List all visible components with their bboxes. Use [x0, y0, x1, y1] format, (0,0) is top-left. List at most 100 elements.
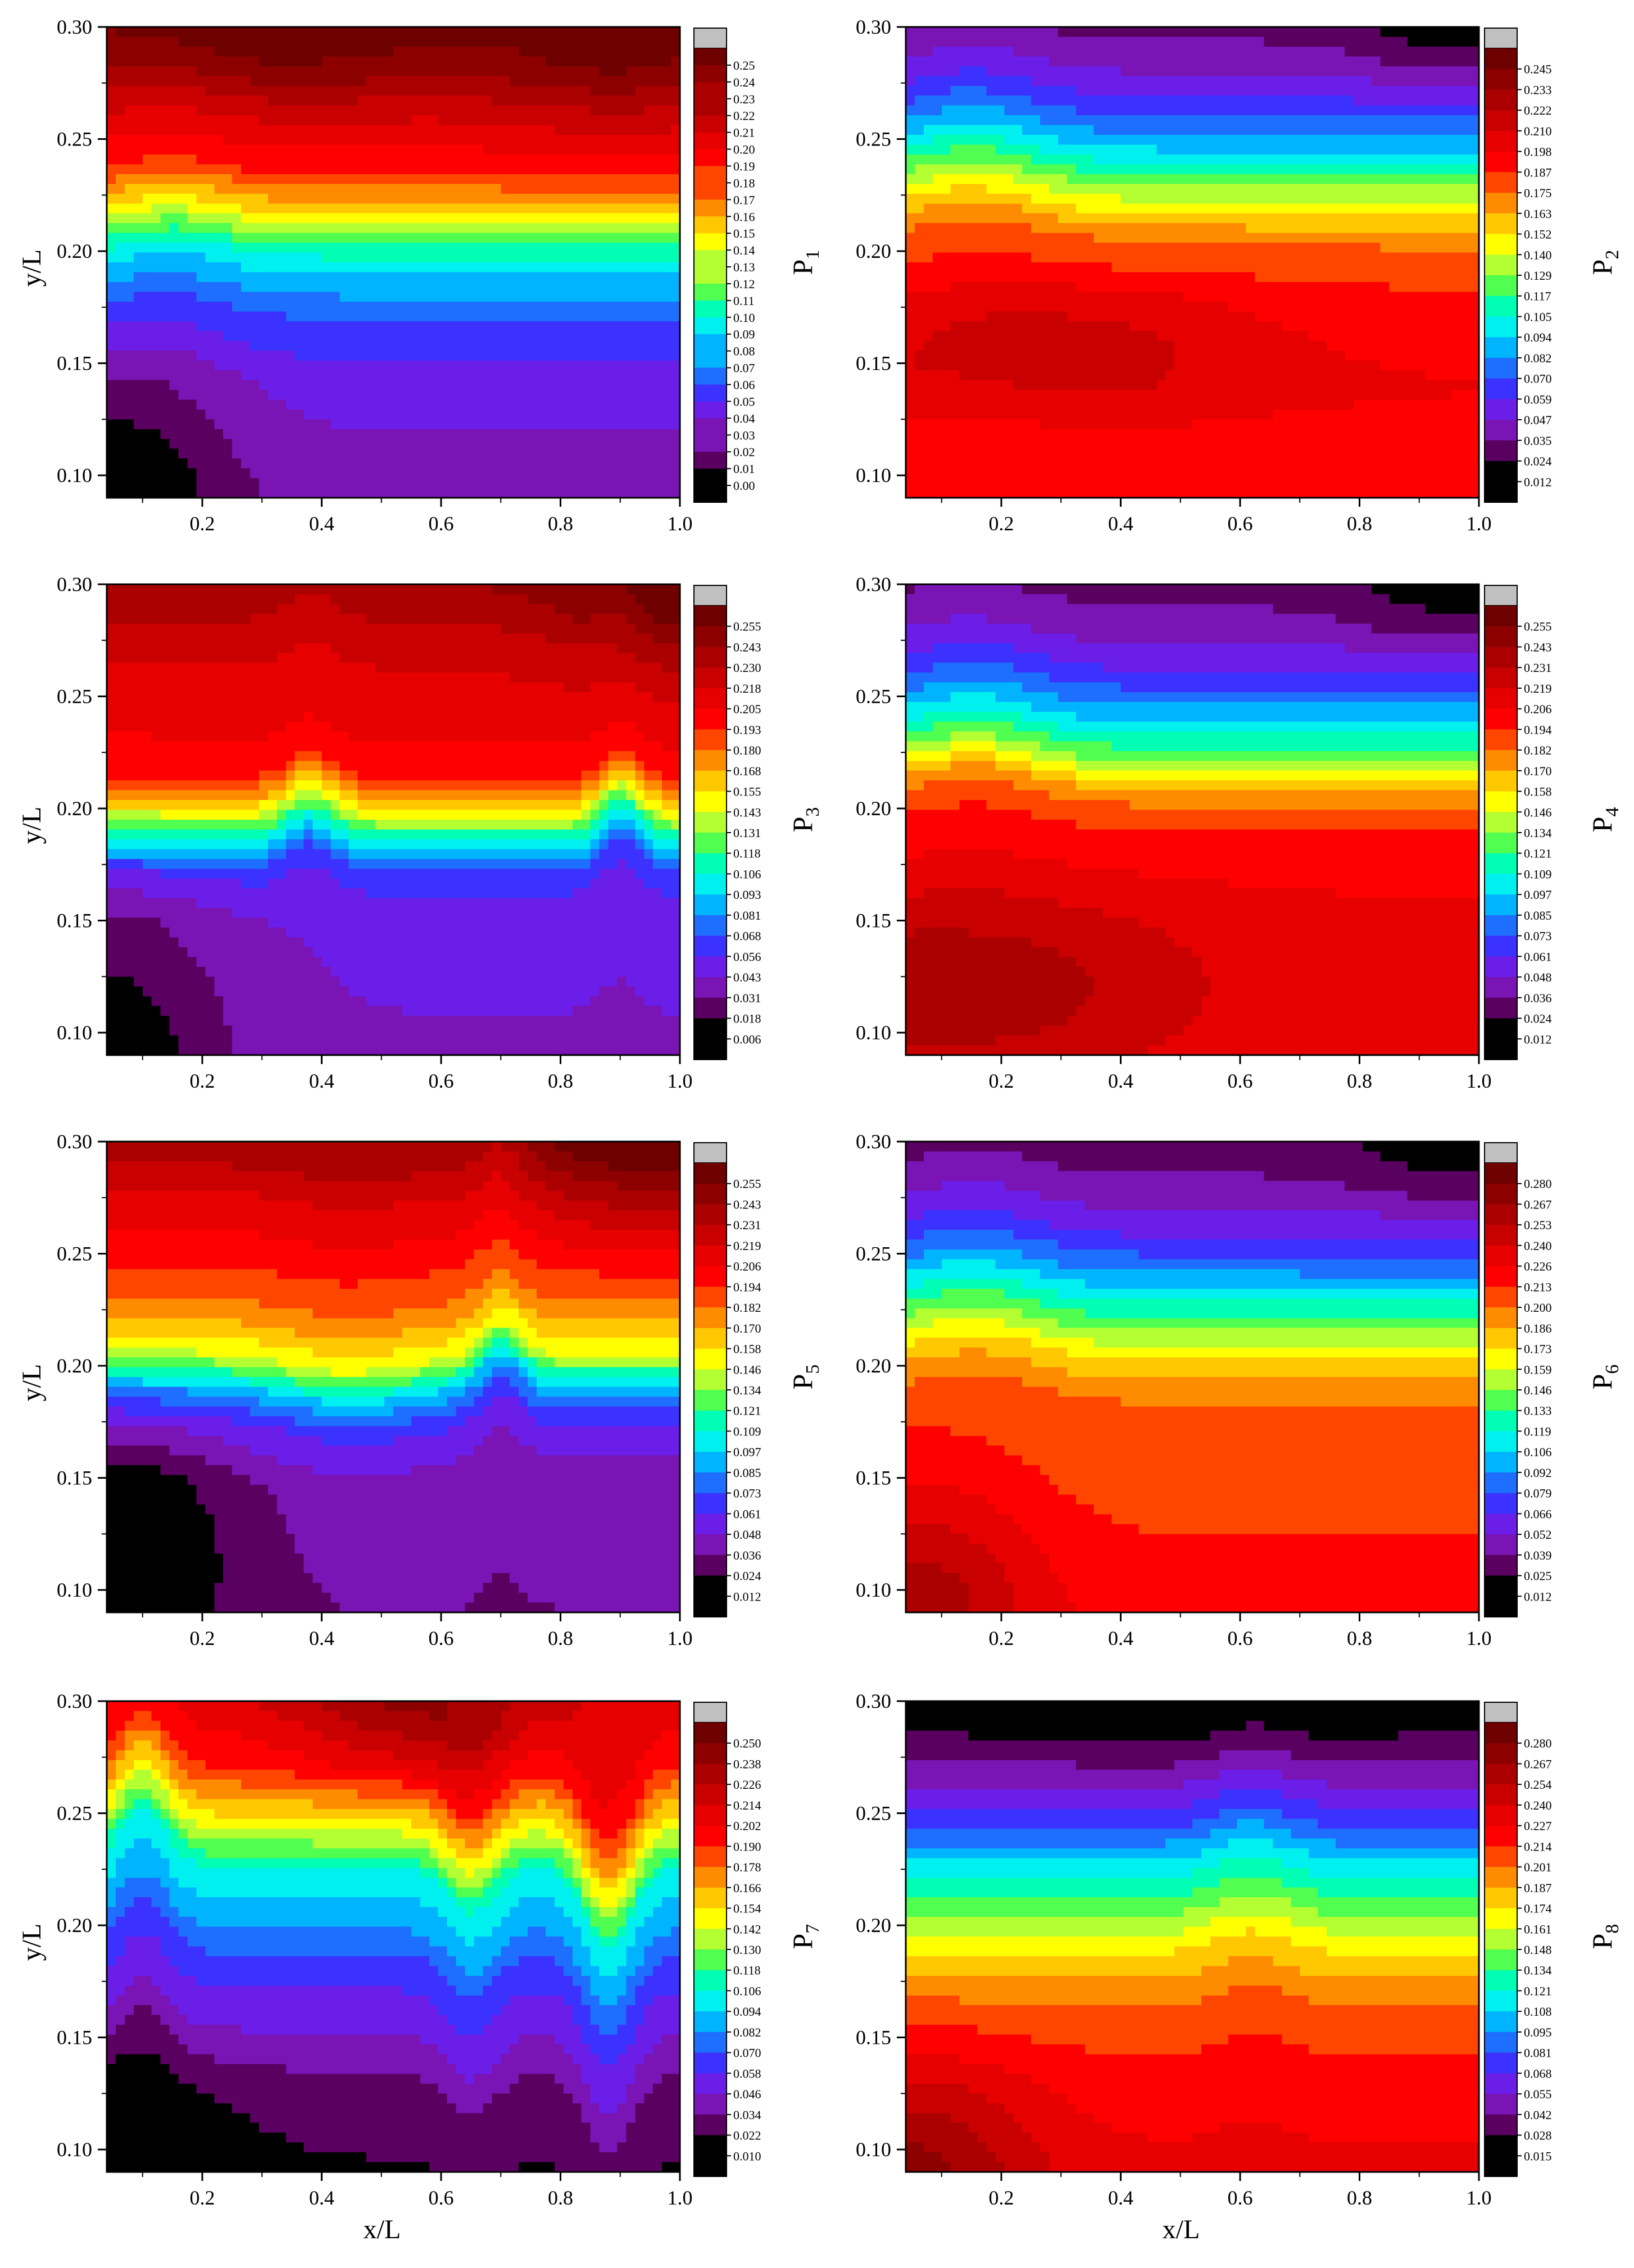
contour-cell: [357, 253, 367, 263]
contour-cell: [1228, 478, 1238, 488]
contour-cell: [1228, 469, 1238, 479]
contour-cell: [555, 154, 564, 165]
contour-cell: [1022, 106, 1032, 116]
contour-cell: [295, 203, 305, 213]
contour-cell: [223, 115, 233, 125]
contour-cell: [161, 390, 170, 400]
contour-cell: [626, 429, 636, 439]
contour-cell: [286, 399, 296, 410]
contour-cell: [1103, 449, 1113, 459]
contour-cell: [528, 419, 537, 429]
contour-cell: [304, 439, 314, 449]
contour-cell: [465, 410, 475, 420]
contour-cell: [313, 399, 323, 410]
contour-cell: [411, 203, 421, 213]
contour-cell: [960, 184, 969, 194]
contour-cell: [483, 331, 492, 341]
contour-cell: [250, 66, 260, 76]
contour-cell: [483, 194, 492, 204]
contour-cell: [644, 390, 653, 400]
contour-cell: [626, 203, 636, 213]
contour-cell: [420, 419, 430, 429]
contour-cell: [969, 76, 978, 86]
contour-cell: [1112, 449, 1122, 459]
contour-cell: [214, 262, 224, 272]
contour-cell: [1121, 56, 1131, 66]
contour-cell: [978, 253, 987, 263]
contour-cell: [924, 390, 933, 400]
contour-cell: [1031, 106, 1041, 116]
contour-cell: [671, 321, 680, 331]
contour-cell: [465, 488, 475, 498]
contour-cell: [942, 233, 951, 243]
contour-cell: [960, 272, 969, 282]
contour-cell: [232, 370, 242, 380]
contour-cell: [1103, 27, 1113, 37]
contour-cell: [978, 469, 987, 479]
contour-cell: [1210, 213, 1220, 224]
contour-cell: [322, 469, 332, 479]
contour-cell: [420, 154, 430, 165]
contour-cell: [537, 125, 546, 135]
contour-cell: [304, 76, 314, 86]
contour-cell: [214, 253, 224, 263]
contour-cell: [429, 419, 439, 429]
contour-cell: [179, 194, 188, 204]
contour-cell: [1094, 262, 1104, 272]
contour-cell: [653, 194, 662, 204]
contour-cell: [474, 478, 483, 488]
contour-cell: [501, 37, 510, 47]
contour-cell: [196, 174, 206, 184]
contour-cell: [617, 56, 627, 66]
contour-cell: [635, 145, 644, 155]
contour-cell: [644, 469, 653, 479]
contour-cell: [906, 488, 915, 498]
contour-cell: [644, 135, 653, 145]
contour-cell: [330, 370, 340, 380]
contour-cell: [626, 135, 636, 145]
contour-cell: [196, 370, 206, 380]
contour-cell: [519, 194, 528, 204]
contour-cell: [187, 203, 197, 213]
contour-cell: [402, 321, 412, 331]
contour-cell: [644, 341, 653, 351]
contour-cell: [591, 174, 600, 184]
contour-cell: [268, 331, 278, 341]
contour-cell: [1192, 469, 1202, 479]
contour-cell: [1121, 419, 1131, 429]
contour-cell: [179, 233, 188, 243]
contour-cell: [626, 223, 636, 233]
contour-cell: [304, 115, 314, 125]
contour-cell: [1067, 253, 1077, 263]
contour-cell: [125, 361, 134, 371]
contour-cell: [1004, 282, 1014, 292]
contour-cell: [1219, 380, 1229, 390]
contour-cell: [906, 106, 915, 116]
contour-cell: [924, 233, 933, 243]
contour-cell: [339, 27, 349, 37]
contour-cell: [474, 361, 483, 371]
contour-cell: [277, 203, 287, 213]
contour-cell: [951, 429, 960, 439]
contour-cell: [1112, 164, 1122, 174]
contour-cell: [591, 311, 600, 321]
contour-cell: [339, 351, 349, 361]
contour-cell: [125, 164, 134, 174]
contour-cell: [187, 154, 197, 165]
contour-cell: [1219, 419, 1229, 429]
contour-cell: [582, 439, 591, 449]
contour-cell: [429, 233, 439, 243]
contour-cell: [1058, 37, 1068, 47]
contour-cell: [1237, 135, 1247, 145]
contour-cell: [951, 478, 960, 488]
contour-cell: [609, 164, 618, 174]
contour-cell: [1031, 292, 1041, 302]
contour-cell: [420, 370, 430, 380]
contour-cell: [510, 76, 519, 86]
contour-cell: [986, 439, 996, 449]
contour-cell: [357, 27, 367, 37]
contour-cell: [644, 302, 653, 312]
contour-cell: [1067, 361, 1077, 371]
contour-cell: [143, 115, 152, 125]
contour-cell: [474, 370, 483, 380]
